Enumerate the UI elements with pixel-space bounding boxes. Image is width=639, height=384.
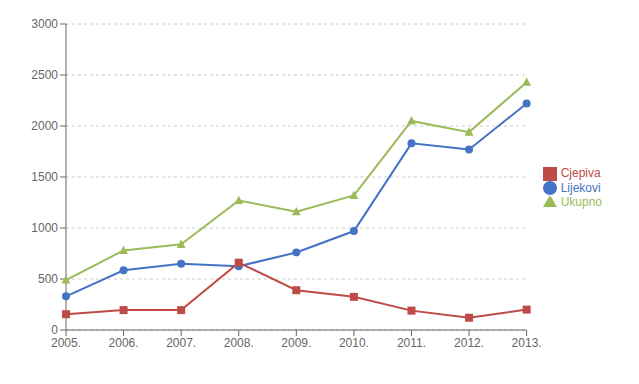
svg-text:2013.: 2013. <box>512 336 542 350</box>
svg-text:2012.: 2012. <box>454 336 484 350</box>
svg-text:0: 0 <box>51 323 58 337</box>
svg-text:2010.: 2010. <box>339 336 369 350</box>
svg-text:500: 500 <box>38 272 58 286</box>
svg-text:2500: 2500 <box>31 68 58 82</box>
svg-text:3000: 3000 <box>31 17 58 31</box>
svg-text:2011.: 2011. <box>397 336 426 350</box>
svg-text:1000: 1000 <box>31 221 58 235</box>
svg-text:2007.: 2007. <box>166 336 196 350</box>
svg-text:1500: 1500 <box>31 170 58 184</box>
html-text:Cjepiva: Cjepiva <box>560 165 601 180</box>
html-text:Lijekovi: Lijekovi <box>560 180 601 195</box>
html-text:Ukupno: Ukupno <box>560 195 602 210</box>
svg-text:2006.: 2006. <box>109 336 139 350</box>
svg-text:2000: 2000 <box>31 119 58 133</box>
svg-text:2008.: 2008. <box>224 336 254 350</box>
svg-text:2009.: 2009. <box>281 336 311 350</box>
svg-text:2005.: 2005. <box>51 336 81 350</box>
